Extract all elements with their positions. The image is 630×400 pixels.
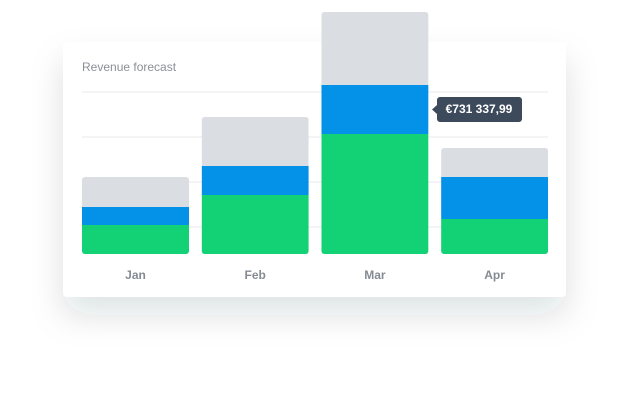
bar-segment [441,177,549,219]
bar-segment [201,117,309,166]
bar-stack [441,148,549,254]
bar-segment [82,177,189,207]
bar-segment [201,195,309,254]
bar-segment [321,85,429,134]
x-tick-label: Jan [125,268,146,282]
bar-segment [321,134,429,254]
tooltip: €731 337,99 [432,97,522,122]
bar-stack [321,12,429,254]
bar-segment [82,207,189,225]
chart-title: Revenue forecast [82,60,177,74]
x-tick-label: Mar [364,268,386,282]
x-tick-label: Apr [484,268,505,282]
bar-segment [201,166,309,195]
bar-segment [321,12,429,85]
tooltip-box [432,97,522,122]
x-tick-label: Feb [245,268,266,282]
bar-stack [82,177,189,254]
tooltip-text: €731 337,99 [446,102,513,116]
bar-stack [201,117,309,254]
bar-segment [82,225,189,254]
bar-segment [441,219,549,254]
bar-segment [441,148,549,177]
